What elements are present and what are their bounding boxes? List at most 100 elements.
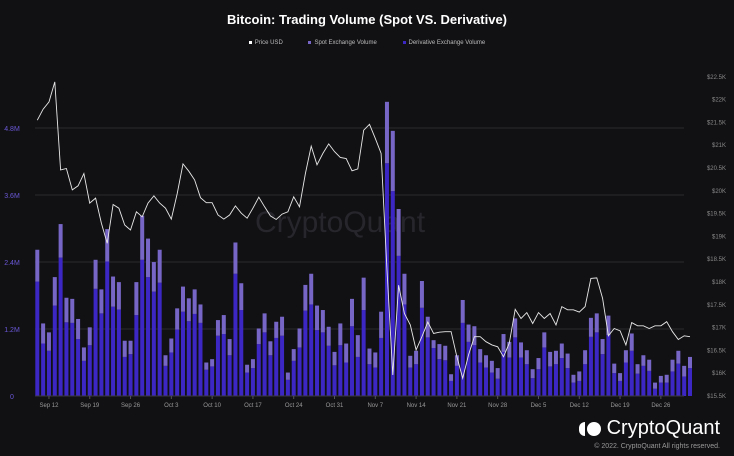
spot-volume-bar	[64, 297, 69, 323]
y-right-tick-label: $16K	[712, 371, 726, 377]
legend-item-spot[interactable]: Spot Exchange Volume	[308, 40, 377, 46]
derivative-volume-bar	[571, 382, 576, 396]
derivative-volume-bar	[175, 329, 180, 396]
derivative-volume-bar	[338, 345, 343, 396]
spot-volume-bar	[93, 259, 98, 289]
derivative-volume-bar	[157, 282, 162, 396]
spot-volume-bar	[553, 350, 558, 365]
spot-volume-bar	[52, 277, 57, 306]
spot-volume-bar	[146, 238, 151, 278]
y-right-tick-label: $15.5K	[707, 394, 726, 400]
spot-volume-bar	[233, 242, 238, 274]
derivative-volume-bar	[408, 367, 413, 396]
spot-volume-bar	[326, 326, 331, 346]
spot-volume-bar	[99, 289, 104, 314]
bars	[35, 101, 692, 396]
derivative-volume-bar	[315, 330, 320, 396]
derivative-volume-bar	[41, 343, 46, 396]
derivative-volume-bar	[495, 378, 500, 396]
x-tick-label: Oct 24	[285, 403, 303, 409]
derivative-volume-bar	[210, 366, 215, 396]
spot-volume-bar	[641, 355, 646, 366]
spot-volume-bar	[344, 343, 349, 363]
x-tick-label: Dec 19	[611, 403, 631, 409]
legend-label: Derivative Exchange Volume	[408, 40, 486, 46]
derivative-volume-bar	[530, 378, 535, 396]
spot-volume-bar	[670, 359, 675, 372]
derivative-volume-bar	[600, 354, 605, 396]
spot-volume-bar	[332, 351, 337, 366]
spot-volume-bar	[204, 362, 209, 370]
spot-volume-bar	[402, 273, 407, 305]
spot-volume-bar	[361, 277, 366, 311]
derivative-volume-bar	[373, 367, 378, 396]
spot-volume-bar	[280, 316, 285, 336]
axes: 0 1.2M 2.4M 3.6M 4.8M $15.5K $16K $16.5K $17K $17…	[4, 75, 726, 409]
derivative-volume-bar	[443, 360, 448, 396]
y-left-tick-label: 2.4M	[4, 260, 20, 267]
spot-volume-bar	[623, 350, 628, 363]
y-right-tick-label: $17K	[712, 326, 726, 332]
derivative-volume-bar	[221, 334, 226, 396]
derivative-volume-bar	[46, 350, 51, 396]
spot-volume-bar	[472, 326, 477, 346]
legend-label: Price USD	[254, 40, 283, 46]
spot-volume-bar	[478, 349, 483, 363]
x-tick-label: Oct 10	[203, 403, 221, 409]
derivative-volume-bar	[513, 337, 518, 396]
spot-volume-bar	[221, 315, 226, 335]
y-right-tick-label: $21.5K	[707, 120, 726, 126]
spot-volume-bar	[484, 355, 489, 368]
spot-volume-bar	[70, 298, 75, 323]
derivative-volume-bar	[250, 368, 255, 396]
derivative-volume-bar	[460, 322, 465, 396]
derivative-volume-bar	[122, 356, 127, 396]
spot-volume-bar	[548, 351, 553, 367]
derivative-volume-bar	[134, 315, 139, 396]
spot-volume-bar	[588, 317, 593, 337]
spot-volume-bar	[449, 374, 454, 381]
spot-volume-bar	[175, 308, 180, 330]
x-tick-label: Nov 7	[367, 403, 383, 409]
spot-volume-bar	[198, 304, 203, 323]
spot-volume-bar	[583, 350, 588, 365]
derivative-volume-bar	[577, 380, 582, 396]
derivative-volume-bar	[402, 304, 407, 396]
derivative-volume-bar	[384, 163, 389, 396]
derivative-volume-bar	[303, 310, 308, 396]
derivative-volume-bar	[81, 360, 86, 396]
derivative-volume-bar	[215, 335, 220, 396]
legend-item-derivative[interactable]: Derivative Exchange Volume	[402, 40, 486, 46]
derivative-volume-bar	[518, 357, 523, 396]
spot-volume-bar	[355, 335, 360, 357]
spot-volume-bar	[396, 208, 401, 256]
derivative-volume-bar	[425, 337, 430, 396]
derivative-volume-bar	[233, 273, 238, 396]
derivative-volume-bar	[548, 366, 553, 396]
spot-volume-bar	[151, 262, 156, 292]
spot-volume-bar	[373, 352, 378, 368]
y-right-tick-label: $18K	[712, 280, 726, 286]
spot-volume-bar	[536, 358, 541, 370]
x-tick-label: Nov 21	[447, 403, 467, 409]
spot-volume-bar	[618, 373, 623, 381]
price-line	[36, 81, 691, 380]
spot-volume-bar	[81, 347, 86, 361]
copyright: © 2022. CryptoQuant All rights reserved.	[594, 443, 720, 450]
derivative-volume-bar	[466, 341, 471, 396]
derivative-volume-bar	[128, 354, 133, 396]
spot-volume-bar	[676, 350, 681, 364]
spot-volume-bar	[489, 360, 494, 373]
legend-swatch-price	[248, 40, 252, 44]
y-left-tick-label: 3.6M	[4, 193, 20, 200]
spot-volume-bar	[297, 328, 302, 348]
derivative-volume-bar	[565, 368, 570, 396]
spot-volume-bar	[390, 130, 395, 192]
derivative-volume-bar	[536, 369, 541, 396]
x-tick-label: Dec 5	[531, 403, 547, 409]
y-right-tick-label: $22K	[712, 98, 726, 104]
derivative-volume-bar	[285, 379, 290, 396]
derivative-volume-bar	[588, 336, 593, 396]
legend-item-price[interactable]: Price USD	[248, 40, 283, 46]
y-right-tick-label: $21K	[712, 143, 726, 149]
